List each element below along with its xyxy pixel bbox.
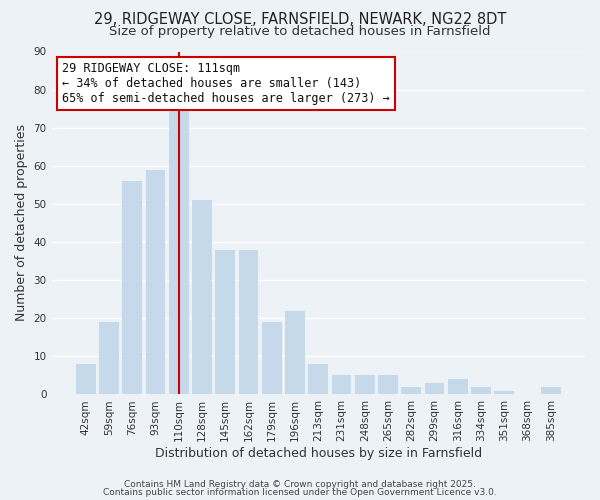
Bar <box>471 387 491 394</box>
Bar <box>401 387 421 394</box>
Bar <box>355 376 374 394</box>
Bar <box>285 310 305 394</box>
Bar <box>146 170 166 394</box>
Bar <box>541 387 561 394</box>
Bar <box>425 383 445 394</box>
Text: Contains public sector information licensed under the Open Government Licence v3: Contains public sector information licen… <box>103 488 497 497</box>
Bar <box>378 376 398 394</box>
Bar <box>332 376 352 394</box>
Bar <box>192 200 212 394</box>
Bar <box>215 250 235 394</box>
Bar <box>76 364 95 394</box>
Text: 29 RIDGEWAY CLOSE: 111sqm
← 34% of detached houses are smaller (143)
65% of semi: 29 RIDGEWAY CLOSE: 111sqm ← 34% of detac… <box>62 62 390 105</box>
Text: 29, RIDGEWAY CLOSE, FARNSFIELD, NEWARK, NG22 8DT: 29, RIDGEWAY CLOSE, FARNSFIELD, NEWARK, … <box>94 12 506 28</box>
X-axis label: Distribution of detached houses by size in Farnsfield: Distribution of detached houses by size … <box>155 447 482 460</box>
Bar <box>169 108 188 395</box>
Bar <box>122 181 142 394</box>
Bar <box>494 390 514 394</box>
Bar <box>239 250 259 394</box>
Bar <box>308 364 328 394</box>
Bar <box>448 379 468 394</box>
Bar <box>262 322 281 394</box>
Text: Size of property relative to detached houses in Farnsfield: Size of property relative to detached ho… <box>109 25 491 38</box>
Y-axis label: Number of detached properties: Number of detached properties <box>15 124 28 322</box>
Bar <box>99 322 119 394</box>
Text: Contains HM Land Registry data © Crown copyright and database right 2025.: Contains HM Land Registry data © Crown c… <box>124 480 476 489</box>
